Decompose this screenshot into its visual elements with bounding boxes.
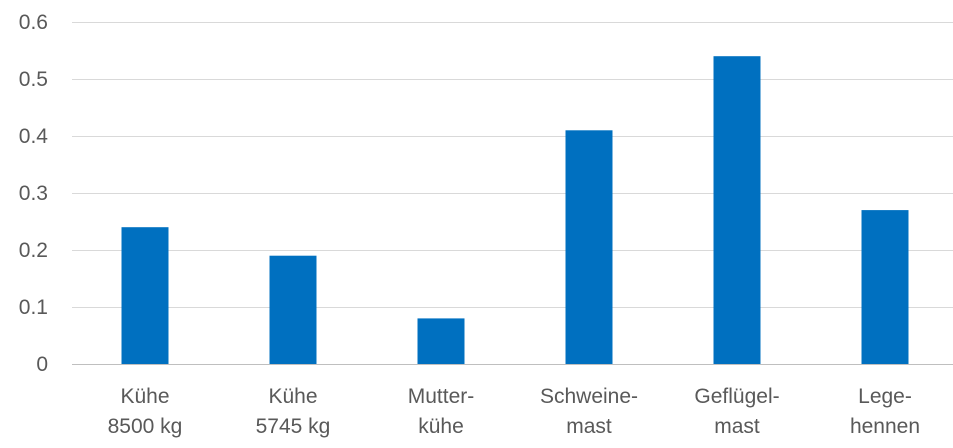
x-tick-label-line: Schweine-: [540, 385, 638, 408]
x-tick-label: Kühe 5745 kg: [256, 385, 331, 438]
x-tick-label-line: Kühe: [120, 385, 169, 408]
y-tick-label: 0.3: [19, 182, 48, 205]
x-tick-label: Geflügel-mast: [694, 385, 779, 438]
x-tick-label-line: 5745 kg: [256, 415, 331, 438]
x-tick-label-line: mast: [566, 415, 612, 438]
x-tick-label: Mutter-kühe: [408, 385, 475, 438]
y-axis-tick-labels: 0 0.1 0.2 0.3 0.4 0.5 0.6: [19, 11, 49, 376]
y-tick-label: 0.1: [19, 296, 48, 319]
gridlines: [72, 22, 953, 308]
x-tick-label: Lege-hennen: [850, 385, 920, 438]
x-tick-label: Kühe 8500 kg: [108, 385, 183, 438]
x-tick-label-line: mast: [714, 415, 760, 438]
x-tick-label-line: Geflügel-: [694, 385, 779, 408]
bar: [565, 130, 613, 364]
x-tick-label-line: hennen: [850, 415, 920, 438]
y-tick-label: 0.2: [19, 239, 48, 262]
bars: [121, 56, 909, 364]
y-tick-label: 0.6: [19, 11, 48, 34]
bar: [269, 255, 317, 364]
x-tick-label: Schweine-mast: [540, 385, 638, 438]
x-tick-label-line: Kühe: [268, 385, 317, 408]
x-tick-label-line: Mutter-: [408, 385, 475, 408]
bar: [713, 56, 761, 364]
bar: [861, 210, 909, 364]
x-axis-tick-labels: Kühe 8500 kg Kühe 5745 kg Mutter-kühe Schwein…: [108, 385, 920, 438]
y-tick-label: 0.4: [19, 125, 49, 148]
x-tick-label-line: 8500 kg: [108, 415, 183, 438]
x-tick-label-line: kühe: [418, 415, 464, 438]
x-tick-label-line: Lege-: [858, 385, 912, 408]
y-tick-label: 0.5: [19, 68, 48, 91]
bar: [121, 227, 169, 364]
y-tick-label: 0: [36, 353, 48, 376]
bar: [417, 318, 465, 364]
